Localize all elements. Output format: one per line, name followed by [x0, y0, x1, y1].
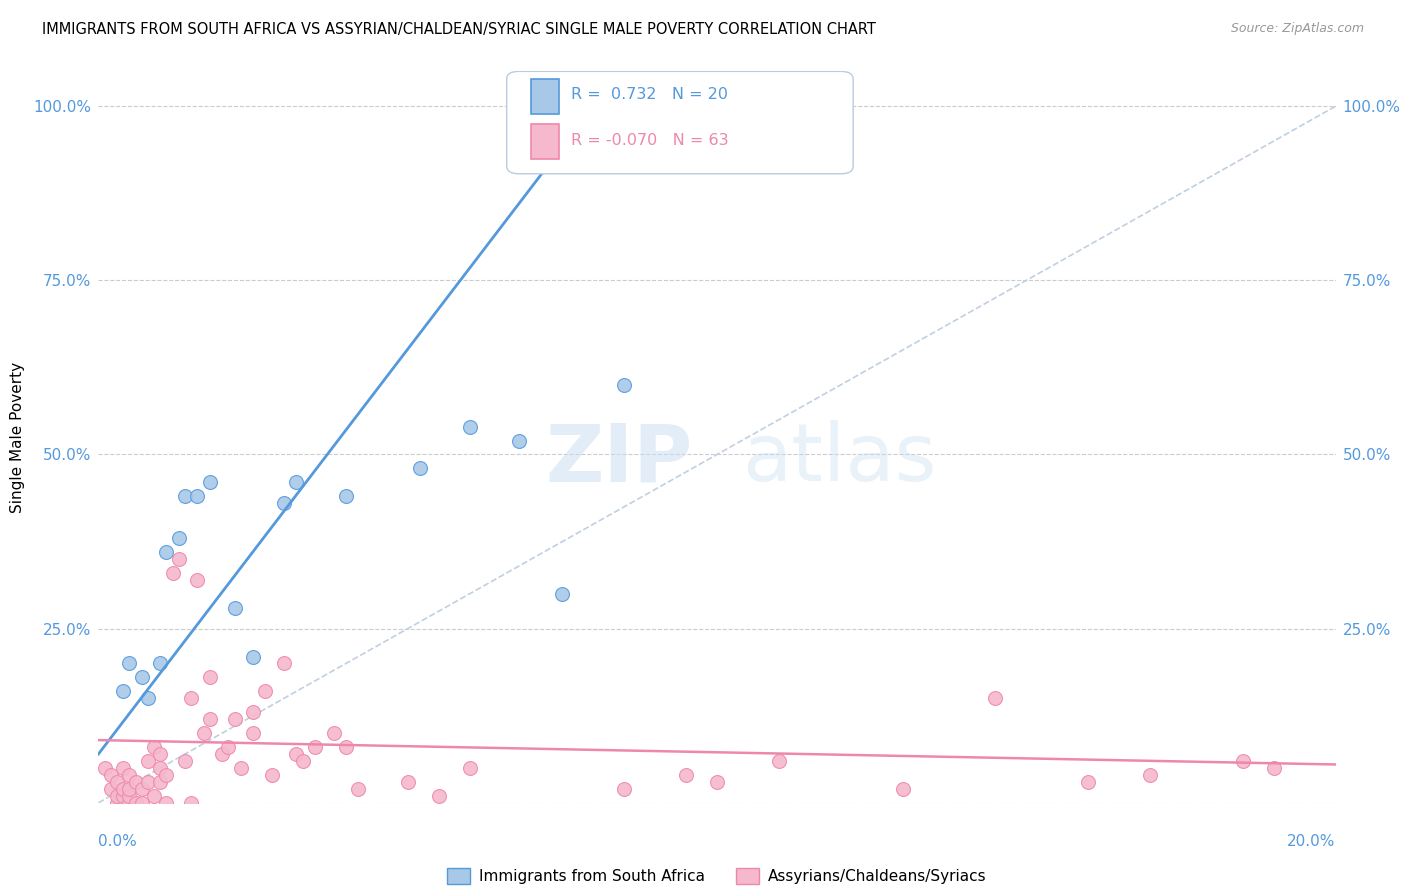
- Point: [224, 712, 246, 726]
- Point: [100, 768, 122, 782]
- Point: [675, 768, 697, 782]
- Point: [260, 768, 283, 782]
- Point: [242, 705, 264, 719]
- Text: 20.0%: 20.0%: [1288, 834, 1336, 849]
- Point: [409, 461, 432, 475]
- Point: [155, 545, 177, 559]
- Point: [242, 649, 264, 664]
- Point: [198, 670, 221, 684]
- Point: [551, 587, 574, 601]
- Bar: [531, 124, 558, 160]
- Point: [167, 552, 190, 566]
- Point: [131, 670, 153, 684]
- Point: [273, 657, 295, 671]
- Point: [768, 754, 790, 768]
- Point: [613, 377, 636, 392]
- Point: [211, 747, 233, 761]
- Point: [1232, 754, 1254, 768]
- Text: ZIP: ZIP: [546, 420, 692, 498]
- Point: [149, 657, 172, 671]
- Point: [118, 796, 141, 810]
- Point: [706, 775, 728, 789]
- Point: [458, 419, 481, 434]
- Point: [304, 740, 326, 755]
- Point: [118, 781, 141, 796]
- Point: [347, 781, 370, 796]
- Point: [335, 740, 357, 755]
- Point: [112, 781, 135, 796]
- Point: [186, 573, 208, 587]
- Point: [136, 691, 159, 706]
- Point: [174, 754, 197, 768]
- Point: [254, 684, 277, 698]
- Point: [180, 796, 202, 810]
- Point: [155, 796, 177, 810]
- Text: 0.0%: 0.0%: [98, 834, 138, 849]
- Point: [224, 600, 246, 615]
- Point: [1263, 761, 1285, 775]
- Point: [508, 434, 530, 448]
- Point: [180, 691, 202, 706]
- Point: [396, 775, 419, 789]
- Point: [1139, 768, 1161, 782]
- Point: [131, 781, 153, 796]
- Text: Source: ZipAtlas.com: Source: ZipAtlas.com: [1230, 22, 1364, 36]
- Point: [155, 768, 177, 782]
- Point: [167, 531, 190, 545]
- Point: [162, 566, 184, 580]
- Point: [105, 789, 128, 803]
- Point: [118, 789, 141, 803]
- Bar: [531, 78, 558, 114]
- Point: [193, 726, 215, 740]
- Point: [217, 740, 239, 755]
- FancyBboxPatch shape: [506, 71, 853, 174]
- Point: [174, 489, 197, 503]
- Point: [105, 775, 128, 789]
- Point: [112, 684, 135, 698]
- Point: [131, 796, 153, 810]
- Point: [149, 747, 172, 761]
- Point: [613, 781, 636, 796]
- Point: [143, 789, 166, 803]
- Y-axis label: Single Male Poverty: Single Male Poverty: [10, 361, 25, 513]
- Point: [891, 781, 914, 796]
- Point: [322, 726, 344, 740]
- Point: [105, 796, 128, 810]
- Point: [149, 775, 172, 789]
- Point: [198, 712, 221, 726]
- Point: [198, 475, 221, 490]
- Text: R =  0.732   N = 20: R = 0.732 N = 20: [571, 87, 728, 102]
- Point: [118, 768, 141, 782]
- Point: [118, 657, 141, 671]
- Point: [427, 789, 450, 803]
- Legend: Immigrants from South Africa, Assyrians/Chaldeans/Syriacs: Immigrants from South Africa, Assyrians/…: [441, 862, 993, 890]
- Point: [136, 754, 159, 768]
- Text: IMMIGRANTS FROM SOUTH AFRICA VS ASSYRIAN/CHALDEAN/SYRIAC SINGLE MALE POVERTY COR: IMMIGRANTS FROM SOUTH AFRICA VS ASSYRIAN…: [42, 22, 876, 37]
- Point: [242, 726, 264, 740]
- Point: [136, 775, 159, 789]
- Text: R = -0.070   N = 63: R = -0.070 N = 63: [571, 133, 728, 147]
- Point: [458, 761, 481, 775]
- Text: atlas: atlas: [742, 420, 936, 498]
- Point: [112, 789, 135, 803]
- Point: [124, 796, 146, 810]
- Point: [149, 761, 172, 775]
- Point: [93, 761, 115, 775]
- Point: [186, 489, 208, 503]
- Point: [1077, 775, 1099, 789]
- Point: [285, 475, 308, 490]
- Point: [285, 747, 308, 761]
- Point: [124, 775, 146, 789]
- Point: [229, 761, 252, 775]
- Point: [100, 781, 122, 796]
- Point: [143, 740, 166, 755]
- Point: [273, 496, 295, 510]
- Point: [984, 691, 1007, 706]
- Point: [335, 489, 357, 503]
- Point: [291, 754, 314, 768]
- Point: [112, 761, 135, 775]
